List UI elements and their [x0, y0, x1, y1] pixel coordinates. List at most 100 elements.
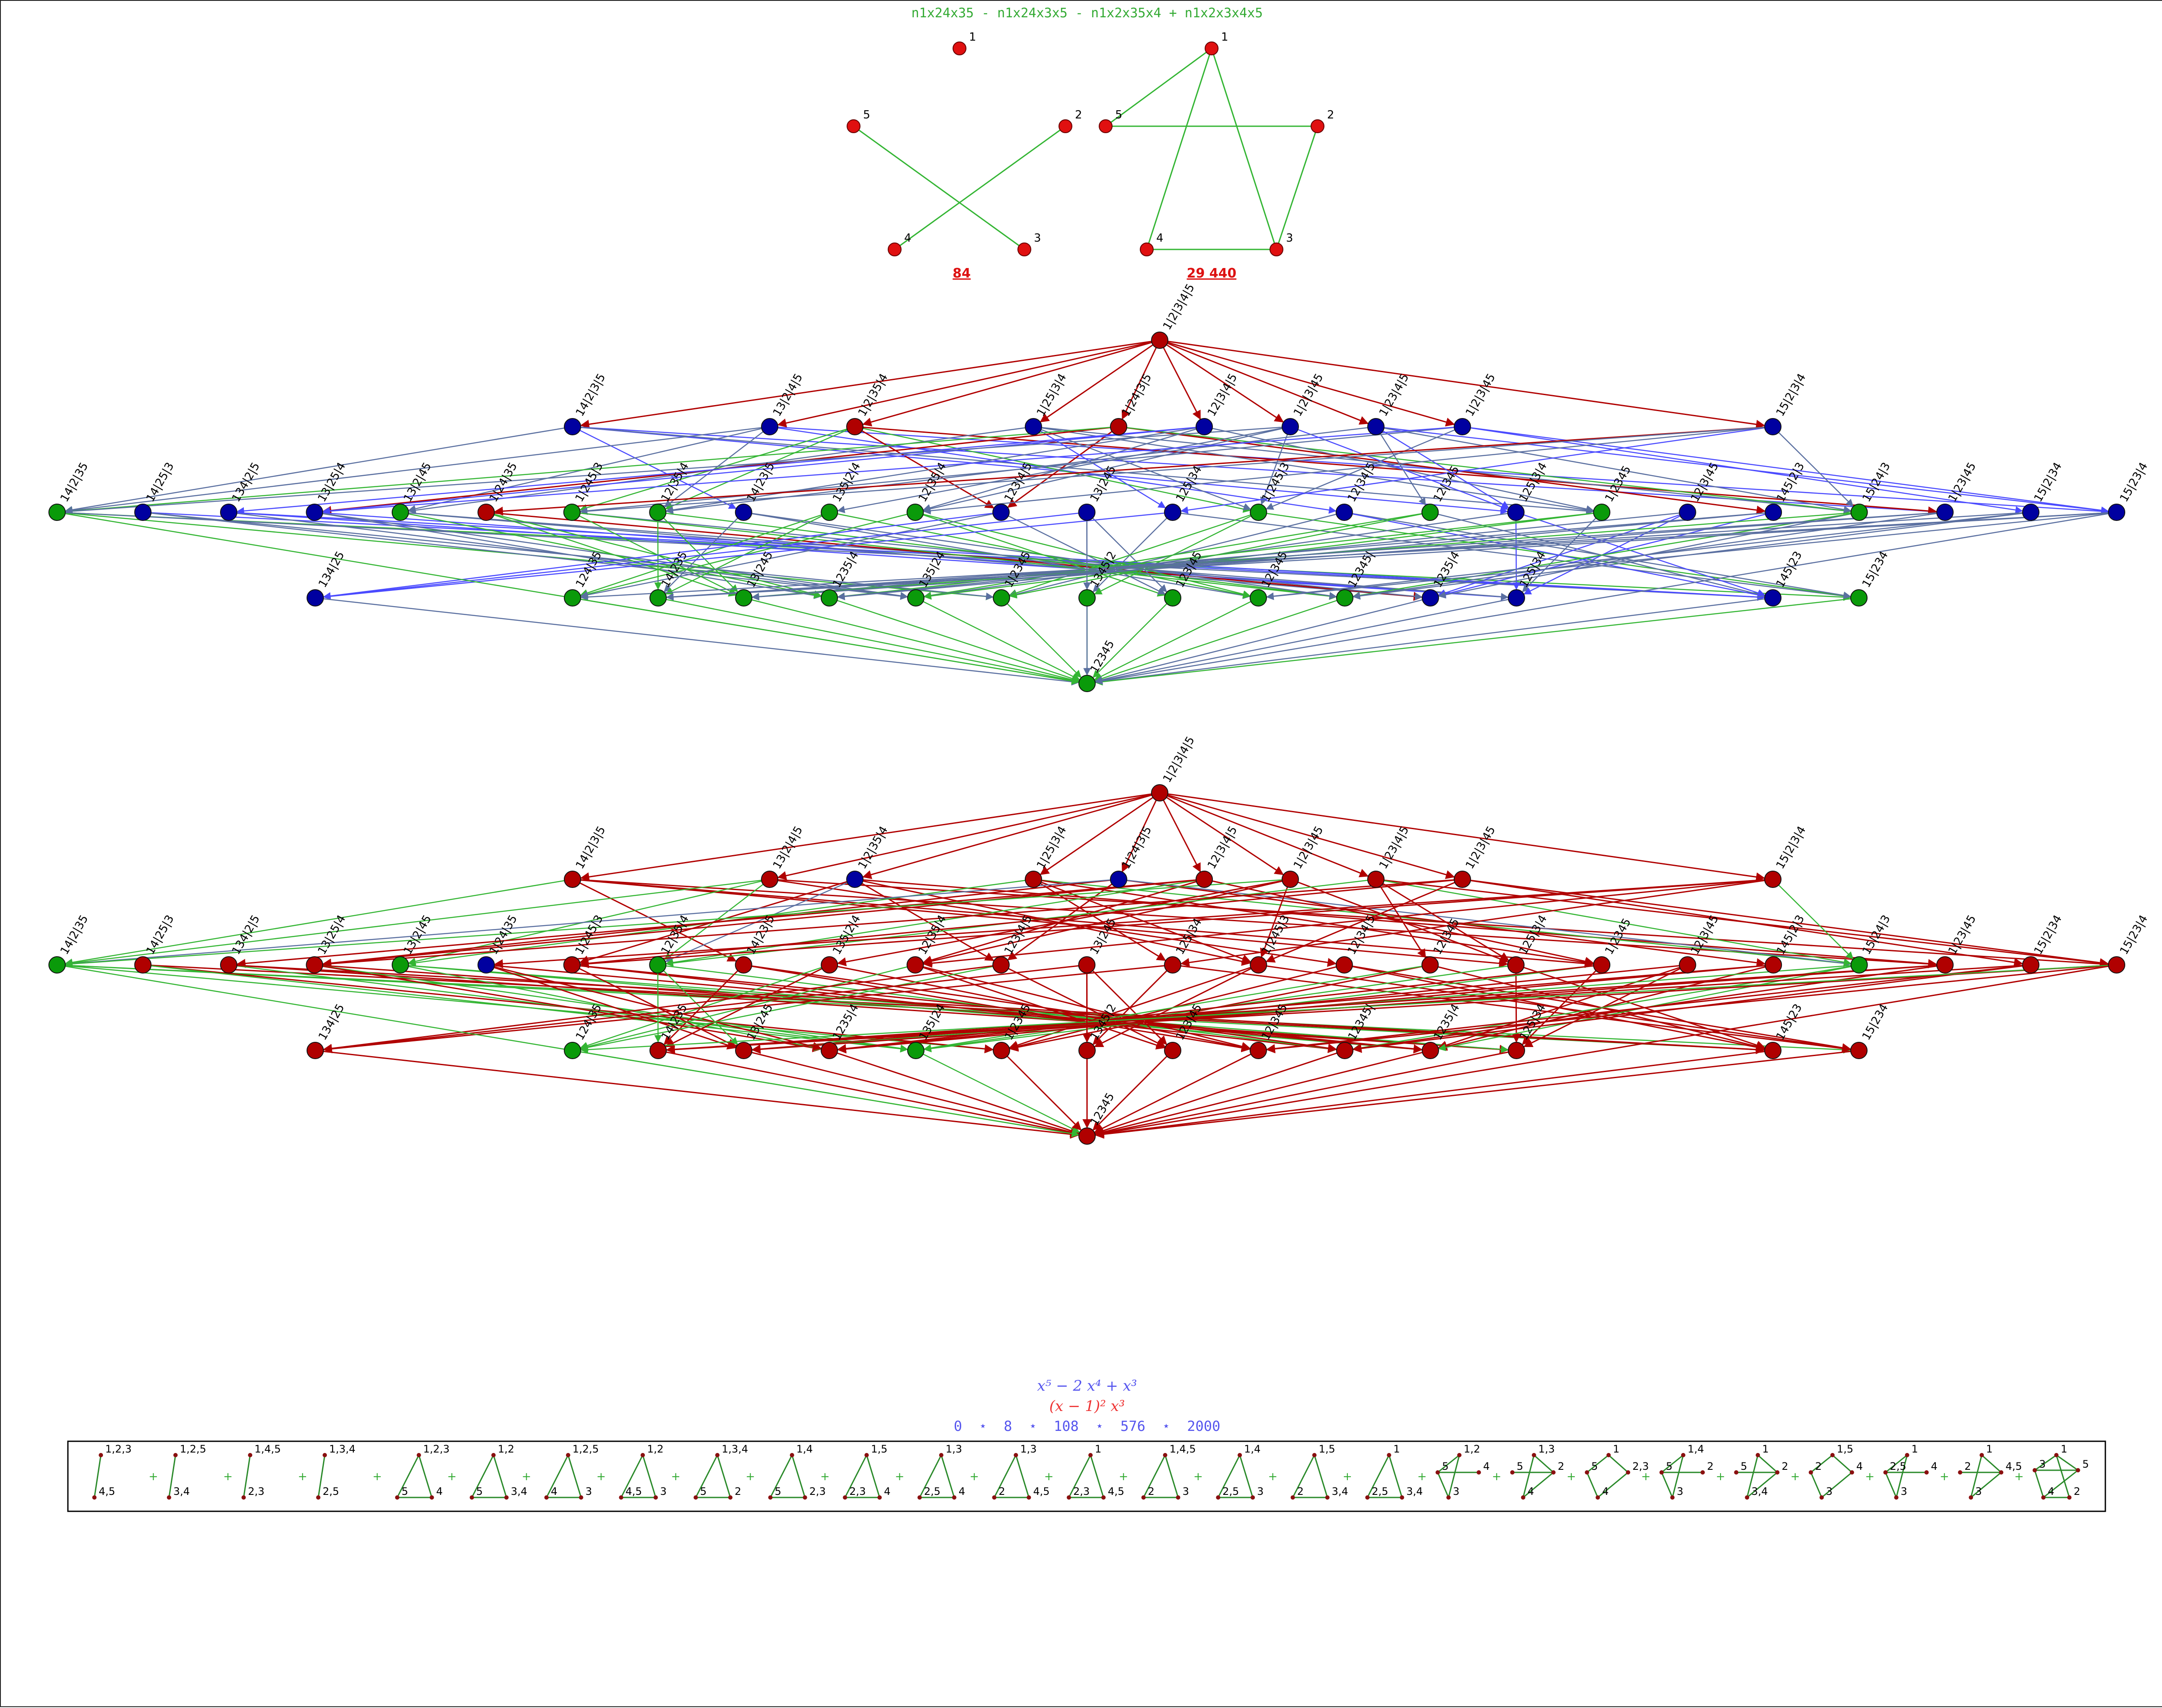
strip-node-label: 4,5 [1033, 1485, 1049, 1497]
lattice-bottom-rank3-node [650, 1042, 666, 1059]
strip-plus-sign: + [1492, 1470, 1501, 1483]
strip-node [470, 1495, 474, 1500]
lattice-top-rank2-label: 15|2|34 [2032, 460, 2065, 504]
lattice-top-rank2-label: 1|23|45 [1946, 460, 1979, 504]
strip-node [1775, 1470, 1779, 1475]
strip-node-label: 1,2,3 [105, 1443, 131, 1455]
strip-node [1510, 1470, 1515, 1475]
lattice-top-rank2-node [49, 504, 65, 520]
strip-node [640, 1453, 645, 1457]
strip-node-label: 5 [1740, 1460, 1747, 1472]
strip-node [1551, 1470, 1556, 1475]
strip-edge [792, 1455, 805, 1497]
lattice-bottom-rank2-label: 145|2|3 [1774, 913, 1807, 957]
strip-node [1850, 1470, 1854, 1475]
strip-node-label: 1,2,3 [423, 1443, 450, 1455]
left-graph-node [888, 243, 901, 256]
strip-term: 1,4,52,3 [241, 1443, 281, 1500]
factored-polynomial: (x − 1)² x³ [1049, 1398, 1125, 1415]
strip-plus-sign: + [969, 1470, 979, 1483]
strip-term: 1,2,53,4 [167, 1443, 206, 1500]
strip-node [1216, 1495, 1220, 1500]
lattice-top-edge [1160, 340, 1368, 424]
lattice-bottom-edge [1160, 793, 1368, 876]
strip-node [1969, 1495, 1973, 1500]
strip-node-label: 2,3 [1073, 1485, 1090, 1497]
lattice-bottom-rank1-label: 12|3|4|5 [1205, 824, 1240, 871]
strip-node [1365, 1495, 1369, 1500]
right-graph-node-label: 2 [1327, 109, 1334, 121]
lattice-bottom-rank1-node [1196, 871, 1212, 888]
strip-node-label: 3 [1183, 1485, 1189, 1497]
lattice-top-rank1-label: 12|3|4|5 [1205, 371, 1240, 418]
strip-node [248, 1453, 252, 1457]
strip-node [1980, 1453, 1984, 1457]
strip-node [1101, 1495, 1106, 1500]
strip-edge [1833, 1455, 1852, 1472]
lattice-bottom-rank3-node [821, 1042, 838, 1059]
strip-node [1291, 1495, 1295, 1500]
strip-node-label: 4 [1483, 1460, 1490, 1472]
strip-edge [1165, 1455, 1178, 1497]
strip-node [768, 1495, 773, 1500]
lattice-bottom-rank3-node [1422, 1042, 1439, 1059]
lattice-top-rank3-node [908, 590, 924, 606]
strip-node [1820, 1495, 1824, 1500]
lattice-bottom-rank2-label: 135|2|4 [830, 913, 863, 957]
strip-node [877, 1495, 882, 1500]
strip-node [1999, 1470, 2003, 1475]
strip-node [694, 1495, 698, 1500]
right-graph-node [1140, 243, 1153, 256]
strip-plus-sign: + [1268, 1470, 1278, 1483]
strip-plus-sign: + [1641, 1470, 1651, 1483]
lattice-bottom-rank3-node [908, 1042, 924, 1059]
lattice-top-rank1-node [1282, 418, 1298, 435]
strip-plus-sign: + [2015, 1470, 2024, 1483]
strip-node-label: 1,5 [871, 1443, 887, 1455]
lattice-bottom-bottom-label: 12345 [1088, 1091, 1117, 1128]
lattice-bottom-rank2-node [1593, 957, 1610, 973]
strip-node-label: 1,3 [1020, 1443, 1036, 1455]
strip-edge [1758, 1455, 1777, 1472]
lattice-top-rank2-node [2023, 504, 2039, 520]
lattice-top-rank3-node [1079, 590, 1095, 606]
strip-node [653, 1495, 658, 1500]
lattice-bottom-bottom-node [1079, 1128, 1095, 1144]
lattice-bottom-rank3-node [564, 1042, 581, 1059]
lattice-top-rank2-label: 135|2|4 [830, 460, 863, 504]
strip-plus-sign: + [1193, 1470, 1203, 1483]
lattice-top-rank3-node [564, 590, 581, 606]
lattice-bottom-rank3-node [1337, 1042, 1353, 1059]
strip-node-label: 2 [1297, 1485, 1304, 1497]
strip-edge [1016, 1455, 1029, 1497]
strip-node-label: 5 [2082, 1458, 2089, 1470]
graph-strip: 1,2,34,5+1,2,53,4+1,4,52,3+1,3,42,5+1,2,… [92, 1443, 2089, 1500]
strip-plus-sign: + [1343, 1470, 1352, 1483]
lattice-bottom-edge [1160, 793, 1764, 878]
lattice-bottom-rank1-label: 1|2|35|4 [856, 824, 890, 871]
strip-edge [1587, 1472, 1598, 1497]
lattice-bottom-rank2-label: 12|35|4 [659, 913, 691, 957]
right-graph-edge [1276, 126, 1318, 249]
lattice-bottom-rank2-node [392, 957, 409, 973]
lattice-top-rank2-node [221, 504, 237, 520]
strip-node [1325, 1495, 1330, 1500]
left-graph-edge [854, 126, 1024, 249]
right-graph-edge [1212, 48, 1276, 249]
strip-node [1067, 1495, 1071, 1500]
lattice-bottom-rank1-node [1765, 871, 1781, 888]
strip-node [1027, 1495, 1031, 1500]
lattice-bottom-rank1-node [1454, 871, 1471, 888]
lattice-top-rank1-label: 13|2|4|5 [771, 371, 805, 418]
strip-node-label: 4 [1528, 1485, 1534, 1497]
lattice-bottom-rank2-node [134, 957, 151, 973]
strip-node-label: 1,4 [1688, 1443, 1704, 1455]
strip-node [566, 1453, 570, 1457]
lattice-top-rank2-node [1422, 504, 1438, 520]
